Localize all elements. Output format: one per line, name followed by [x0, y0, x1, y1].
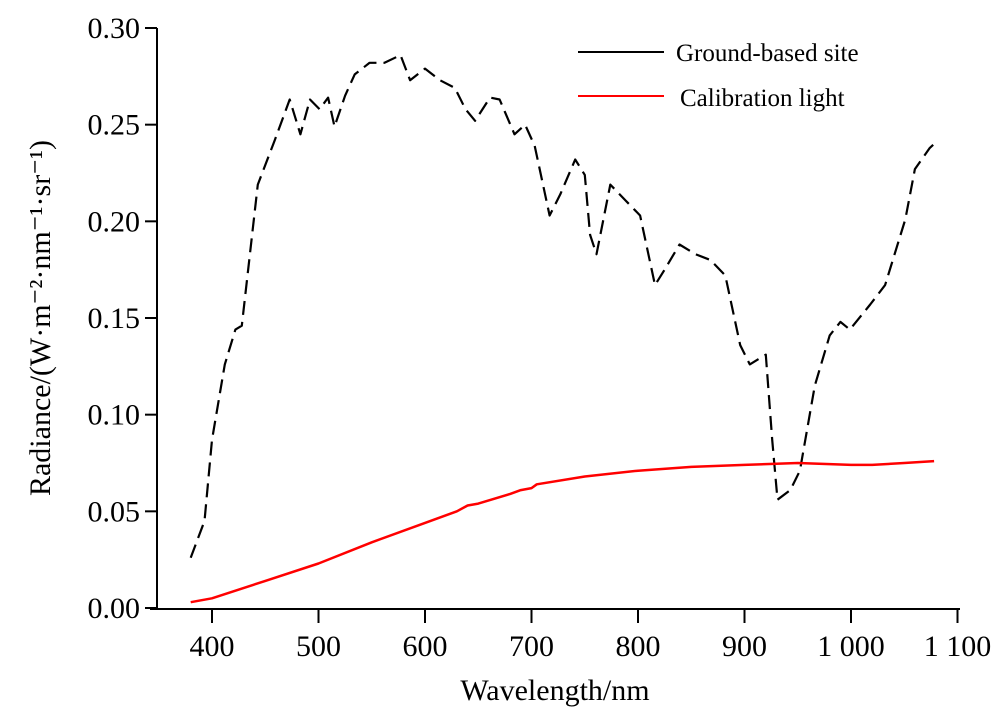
series-lines — [189, 54, 935, 604]
x-tick-label: 900 — [722, 630, 767, 663]
x-tick-label: 1 100 — [924, 630, 992, 663]
y-tick-label: 0.15 — [88, 302, 141, 335]
x-axis-title: Wavelength/nm — [460, 674, 649, 707]
legend-label-calibration-light: Calibration light — [680, 85, 845, 112]
y-tick-label: 0.30 — [88, 12, 141, 45]
y-axis-title: Radiance/(W·m⁻²·nm⁻¹·sr⁻¹) — [24, 140, 57, 496]
series-line-calibration-light — [190, 459, 935, 604]
x-tick-label: 1 000 — [817, 630, 885, 663]
series-line-ground-based-site — [189, 54, 935, 559]
x-tick-label: 400 — [190, 630, 235, 663]
y-tick-label: 0.00 — [88, 592, 141, 625]
legend: Ground-based site Calibration light — [578, 40, 859, 112]
x-ticks: 400 500 600 700 800 900 1 000 1 100 — [190, 609, 992, 663]
x-tick-label: 700 — [509, 630, 554, 663]
x-tick-label: 600 — [403, 630, 448, 663]
legend-label-ground-based-site: Ground-based site — [676, 40, 859, 67]
y-tick-label: 0.05 — [88, 495, 141, 528]
y-tick-label: 0.10 — [88, 399, 141, 432]
y-tick-label: 0.25 — [88, 109, 141, 142]
x-tick-label: 500 — [296, 630, 341, 663]
x-tick-label: 800 — [616, 630, 661, 663]
axes — [150, 28, 960, 610]
y-tick-label: 0.20 — [88, 205, 141, 238]
y-ticks: 0.00 0.05 0.10 0.15 0.20 0.25 0.30 — [88, 12, 157, 625]
